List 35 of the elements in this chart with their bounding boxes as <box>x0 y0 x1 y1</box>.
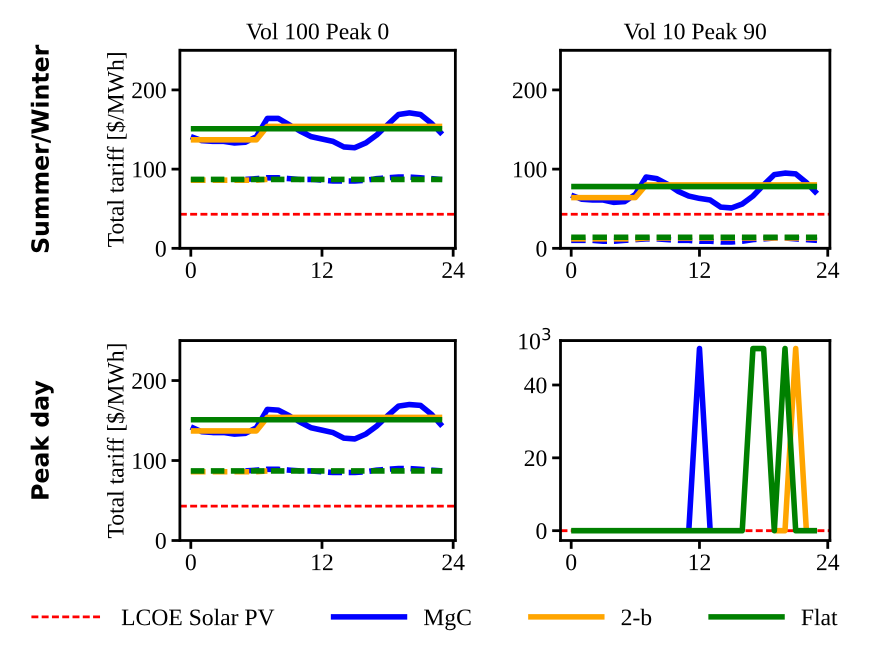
chart-title: Vol 10 Peak 90 <box>624 22 766 40</box>
x-tick-label: 12 <box>690 554 710 570</box>
y-tick-label: 100 <box>514 162 546 178</box>
x-tick-label: 12 <box>690 262 710 278</box>
y-axis-title: Total tariff [$/MWh] <box>106 344 127 538</box>
legend-label: 2-b <box>622 608 652 626</box>
y-axis-title: Total tariff [$/MWh] <box>106 53 127 247</box>
y-tick-label: 40 <box>524 377 546 394</box>
x-tick-label: 0 <box>186 262 196 278</box>
y-tick-label: 100 <box>133 453 166 469</box>
x-tick-label: 12 <box>312 262 332 278</box>
x-tick-label: 0 <box>566 262 576 278</box>
y-tick-label: 200 <box>512 82 546 98</box>
y-tick-label: 200 <box>132 82 166 98</box>
x-tick-label: 0 <box>186 554 196 570</box>
y-tick-label: 0 <box>536 523 546 540</box>
text: 10$^{3}$ <box>519 328 550 350</box>
x-tick-label: 24 <box>442 554 465 570</box>
x-tick-label: 24 <box>442 262 465 278</box>
text: Summer/Winter <box>30 44 51 252</box>
legend-label: LCOE Solar PV <box>122 608 274 626</box>
text: Peak day <box>30 380 54 499</box>
y-tick-label: 200 <box>132 373 166 389</box>
y-tick-label: 0 <box>156 240 166 257</box>
y-tick-label: 0 <box>536 240 546 257</box>
y-tick-label: 20 <box>524 450 546 466</box>
x-tick-label: 24 <box>816 262 840 278</box>
legend-label: MgC <box>424 609 471 630</box>
x-tick-label: 0 <box>566 554 576 570</box>
legend-label: Flat <box>802 608 838 626</box>
chart-title: Vol 100 Peak 0 <box>246 22 388 40</box>
x-tick-label: 12 <box>312 554 332 570</box>
x-tick-label: 24 <box>816 554 840 570</box>
y-tick-label: 100 <box>133 162 166 178</box>
y-tick-label: 0 <box>156 533 166 549</box>
